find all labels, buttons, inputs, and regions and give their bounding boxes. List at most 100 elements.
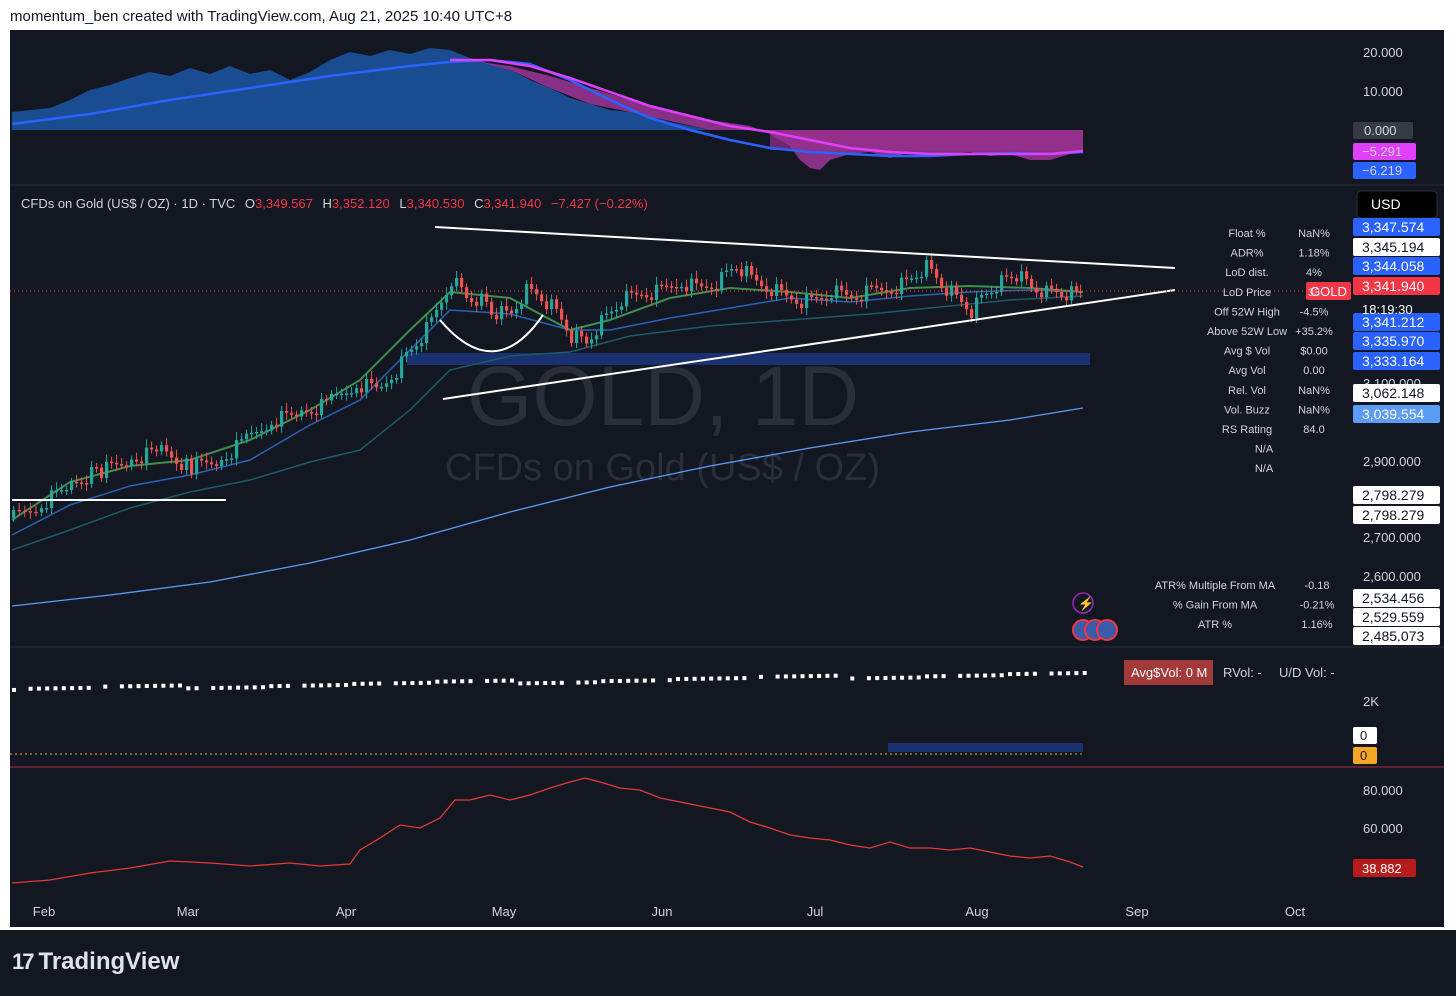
- candle-body: [1060, 292, 1064, 297]
- volume-marker: [319, 683, 324, 688]
- cup-arc[interactable]: [439, 314, 544, 353]
- candle-body: [895, 292, 899, 295]
- tradingview-logo[interactable]: 17 TradingView: [12, 948, 179, 976]
- candle-body: [740, 269, 744, 277]
- candle-body: [65, 489, 69, 492]
- candle-body: [900, 277, 904, 294]
- candle-body: [140, 461, 144, 464]
- candle-body: [585, 336, 589, 344]
- stats-value: $0.00: [1300, 346, 1328, 358]
- volume-marker: [327, 683, 332, 688]
- candle-body: [955, 285, 959, 295]
- candle-body: [660, 284, 664, 287]
- candle-body: [605, 313, 609, 316]
- candle-body: [920, 276, 924, 279]
- candle-body: [170, 451, 174, 458]
- candle-body: [440, 302, 444, 310]
- volume-marker: [958, 673, 963, 678]
- high-label: H: [323, 196, 332, 211]
- rsi-pane[interactable]: 80.000 60.000 38.882: [11, 777, 1416, 884]
- volume-marker: [128, 684, 133, 689]
- volume-marker: [526, 681, 531, 686]
- support-zone[interactable]: [407, 353, 1090, 365]
- price-label-bg: [1353, 506, 1440, 524]
- volume-marker: [236, 685, 241, 690]
- volume-marker: [468, 679, 473, 684]
- candle-body: [17, 510, 21, 512]
- lower-trendline[interactable]: [442, 289, 1176, 400]
- candle-body: [60, 490, 64, 492]
- candle-body: [180, 463, 184, 470]
- watermark-symbol: GOLD, 1D: [467, 349, 859, 443]
- atr-label: ATR% Multiple From MA: [1155, 580, 1276, 592]
- price-label: 2,529.559: [1362, 609, 1424, 625]
- volume-marker: [966, 673, 971, 678]
- volume-marker: [252, 685, 257, 690]
- candle-body: [220, 460, 224, 467]
- candle-body: [275, 424, 279, 427]
- candle-body: [350, 393, 354, 395]
- volume-marker: [1049, 671, 1054, 676]
- ma-50-line[interactable]: [11, 295, 1084, 551]
- volume-marker: [169, 683, 174, 688]
- candle-body: [855, 298, 859, 300]
- candle-body: [950, 285, 954, 296]
- candle-body: [405, 352, 409, 357]
- candle-body: [590, 339, 594, 344]
- candle-body: [345, 393, 349, 395]
- volume-marker: [717, 676, 722, 681]
- candle-body: [555, 299, 559, 309]
- price-pane[interactable]: GOLD, 1D CFDs on Gold (US$ / OZ) CFDs on…: [10, 190, 1440, 645]
- candle-body: [690, 278, 694, 292]
- volume-marker: [617, 678, 622, 683]
- volume-marker: [244, 685, 249, 690]
- volume-marker: [410, 681, 415, 686]
- candle-body: [1079, 291, 1083, 294]
- candlesticks[interactable]: [12, 253, 1083, 522]
- candle-body: [945, 288, 949, 296]
- candle-body: [205, 460, 209, 463]
- volume-marker: [999, 673, 1004, 678]
- volume-marker: [974, 673, 979, 678]
- rsi-line[interactable]: [11, 777, 1084, 884]
- rsi-tick: 60.000: [1363, 821, 1403, 836]
- volume-marker: [227, 685, 232, 690]
- candle-body: [34, 511, 38, 514]
- atr-value: -0.21%: [1300, 600, 1335, 612]
- candle-body: [615, 309, 619, 312]
- candle-body: [155, 449, 159, 452]
- candle-body: [160, 445, 164, 452]
- lightning-icon[interactable]: [1072, 592, 1094, 614]
- oscillator-blue-area: [12, 48, 710, 130]
- stats-label: RS Rating: [1222, 424, 1272, 436]
- candle-body: [435, 309, 439, 318]
- candle-body: [1065, 296, 1069, 301]
- upper-trendline[interactable]: [434, 226, 1176, 269]
- symbol-tag: GOLD: [1310, 284, 1347, 299]
- chart-canvas[interactable]: 20.000 10.000 0.000 −5.291 −6.219 GOLD, …: [10, 30, 1444, 927]
- time-axis[interactable]: Feb Mar Apr May Jun Jul Aug Sep Oct: [33, 904, 1306, 919]
- stats-value: 33: [1308, 287, 1320, 299]
- volume-marker: [103, 684, 108, 689]
- volume-marker: [377, 681, 382, 686]
- candle-body: [985, 293, 989, 296]
- stats-value: +35.2%: [1295, 326, 1333, 338]
- price-label-bg: [1353, 405, 1440, 423]
- candle-body: [835, 285, 839, 299]
- candle-body: [935, 268, 939, 278]
- stats-label: Above 52W Low: [1207, 326, 1287, 338]
- volume-marker: [368, 681, 373, 686]
- volume-marker: [933, 674, 938, 679]
- ma-21-line[interactable]: [11, 289, 1084, 536]
- ma-200-line[interactable]: [11, 407, 1084, 607]
- volume-marker: [144, 683, 149, 688]
- volume-marker: [211, 685, 216, 690]
- volume-marker: [36, 686, 41, 691]
- us-flag-icon[interactable]: [1096, 619, 1118, 641]
- chart-frame[interactable]: 20.000 10.000 0.000 −5.291 −6.219 GOLD, …: [10, 30, 1444, 927]
- volume-marker: [136, 684, 141, 689]
- volume-pane[interactable]: Avg$Vol: 0 M RVol: - U/D Vol: - 2K 0 0: [10, 660, 1379, 764]
- candle-body: [915, 277, 919, 280]
- time-axis-label: Jun: [652, 904, 673, 919]
- candle-body: [825, 298, 829, 301]
